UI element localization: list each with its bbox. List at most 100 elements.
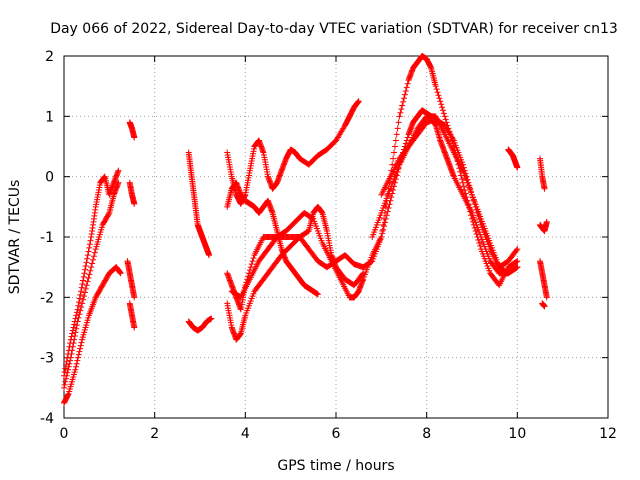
data-point <box>75 314 82 321</box>
data-point <box>250 255 257 262</box>
data-track <box>126 300 138 331</box>
data-point <box>439 107 446 114</box>
data-point <box>513 247 520 254</box>
data-point <box>65 366 72 373</box>
data-point <box>80 296 87 303</box>
data-point <box>77 345 84 352</box>
data-point <box>76 311 83 318</box>
data-point <box>397 109 404 116</box>
data-point <box>381 223 388 230</box>
data-point <box>86 271 93 278</box>
data-point <box>314 291 321 298</box>
data-point <box>115 167 122 174</box>
data-point <box>81 270 88 277</box>
data-point <box>74 318 81 325</box>
data-point <box>75 351 82 358</box>
data-point <box>62 378 69 385</box>
data-track <box>185 315 215 334</box>
data-track <box>224 179 321 298</box>
data-track <box>505 146 521 171</box>
y-axis-label: SDTVAR / TECUs <box>7 180 23 295</box>
data-point <box>543 218 550 225</box>
data-point <box>385 205 392 212</box>
data-point <box>439 104 446 111</box>
data-point <box>391 143 398 150</box>
data-point <box>86 244 93 251</box>
data-point <box>467 185 474 192</box>
data-point <box>440 110 447 117</box>
data-point <box>462 170 469 177</box>
data-point <box>383 212 390 219</box>
data-point <box>67 357 74 364</box>
data-point <box>381 219 388 226</box>
data-point <box>476 240 483 247</box>
data-point <box>398 106 405 113</box>
data-track <box>124 258 138 301</box>
data-point <box>469 194 476 201</box>
data-point <box>472 227 479 234</box>
data-point <box>67 354 74 361</box>
data-point <box>400 98 407 105</box>
x-tick-label: 2 <box>150 426 159 442</box>
data-point <box>63 372 70 379</box>
data-point <box>468 188 475 195</box>
data-point <box>477 218 484 225</box>
y-tick-label: 0 <box>45 170 54 186</box>
data-point <box>78 339 85 346</box>
data-point <box>73 325 80 332</box>
data-point <box>470 197 477 204</box>
data-track <box>61 179 122 391</box>
data-point <box>309 215 316 222</box>
data-point <box>432 83 439 90</box>
data-point <box>84 278 91 285</box>
data-point <box>81 289 88 296</box>
data-point <box>248 261 255 268</box>
data-point <box>84 252 91 259</box>
data-point <box>391 149 398 156</box>
data-point <box>85 248 92 255</box>
data-point <box>403 137 410 144</box>
data-point <box>475 212 482 219</box>
data-points <box>61 53 550 406</box>
data-point <box>64 369 71 376</box>
data-point <box>461 186 468 193</box>
data-point <box>80 277 87 284</box>
data-point <box>61 381 68 388</box>
data-point <box>441 113 448 120</box>
data-point <box>77 291 84 298</box>
data-point <box>105 211 112 218</box>
y-tick-label: 1 <box>45 109 54 125</box>
data-point <box>247 264 254 271</box>
data-point <box>438 101 445 108</box>
data-point <box>73 363 80 370</box>
data-point <box>85 275 92 282</box>
data-point <box>131 200 138 207</box>
data-point <box>401 91 408 98</box>
data-point <box>474 209 481 216</box>
data-point <box>477 243 484 250</box>
data-point <box>73 322 80 329</box>
data-point <box>401 95 407 102</box>
data-point <box>63 375 70 382</box>
data-point <box>380 226 387 233</box>
data-point <box>206 252 213 259</box>
data-point <box>79 281 86 288</box>
data-point <box>80 293 87 300</box>
data-point <box>386 201 393 208</box>
data-track <box>61 167 122 379</box>
data-point <box>459 176 466 183</box>
data-track <box>378 116 521 271</box>
data-point <box>70 324 77 331</box>
data-point <box>541 185 548 192</box>
data-point <box>77 342 84 349</box>
data-point <box>70 340 77 347</box>
data-point <box>74 306 81 313</box>
data-point <box>395 119 402 126</box>
data-point <box>245 273 252 280</box>
data-point <box>464 176 471 183</box>
data-point <box>442 116 449 123</box>
data-point <box>513 258 520 265</box>
data-point <box>390 155 397 162</box>
data-track <box>224 98 362 207</box>
